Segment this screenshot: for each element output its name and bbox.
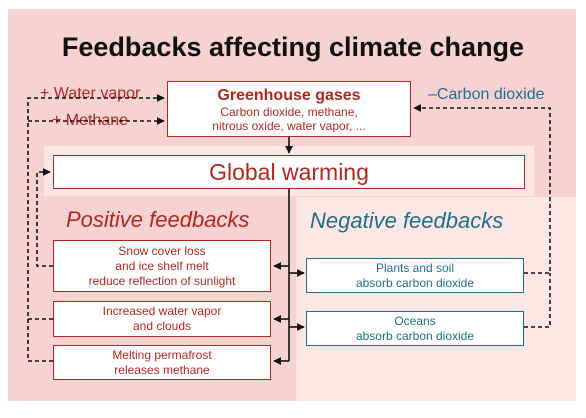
plants-soil-feedback-loop [413,104,551,274]
carbon-dioxide-label: –Carbon dioxide [428,86,545,103]
plants-and-soil-box: Plants and soil absorb carbon dioxide [306,258,524,293]
melting-permafrost-line2: releases methane [114,362,210,377]
melting-permafrost-line1: Melting permafrost [112,347,212,362]
water-vapor-clouds-line1: Increased water vapor [102,304,222,318]
diagram-title: Feedbacks affecting climate change [61,32,525,62]
negative-feedbacks-title: Negative feedbacks [310,208,504,233]
oceans-box: Oceans absorb carbon dioxide [306,311,524,346]
water-vapor-clouds-line2: and clouds [132,319,192,333]
oceans-line2: absorb carbon dioxide [355,328,475,343]
snow-cover-loss-box: Snow cover loss and ice shelf melt reduc… [53,240,271,292]
positive-feedbacks-title: Positive feedbacks [66,207,250,232]
snow-cover-feedback-loop [36,168,53,267]
water-vapor-clouds-box: Increased water vapor and clouds [53,301,271,337]
plants-and-soil-line2: absorb carbon dioxide [355,275,475,290]
oceans-line1: Oceans [394,313,436,328]
snow-cover-loss-line2: and ice shelf melt [115,258,209,273]
plants-and-soil-line1: Plants and soil [375,260,455,275]
water-vapor-feedback-loop [27,94,165,320]
greenhouse-gases-heading: Greenhouse gases [217,86,361,104]
global-warming-box: Global warming [53,155,525,189]
permafrost-feedback-loop [27,319,53,362]
global-warming-label: Global warming [209,159,369,185]
oceans-feedback-loop [524,273,551,328]
greenhouse-gases-box: Greenhouse gases Carbon dioxide, methane… [167,81,411,137]
melting-permafrost-box: Melting permafrost releases methane [53,345,271,380]
methane-label: + Methane [52,112,129,129]
greenhouse-gases-line1: Carbon dioxide, methane, [220,104,358,119]
snow-cover-loss-line3: reduce reflection of sunlight [88,273,236,288]
snow-cover-loss-line1: Snow cover loss [118,243,206,258]
greenhouse-gases-line2: nitrous oxide, water vapor, ... [212,118,366,133]
negative-feedbacks-panel [296,197,576,401]
